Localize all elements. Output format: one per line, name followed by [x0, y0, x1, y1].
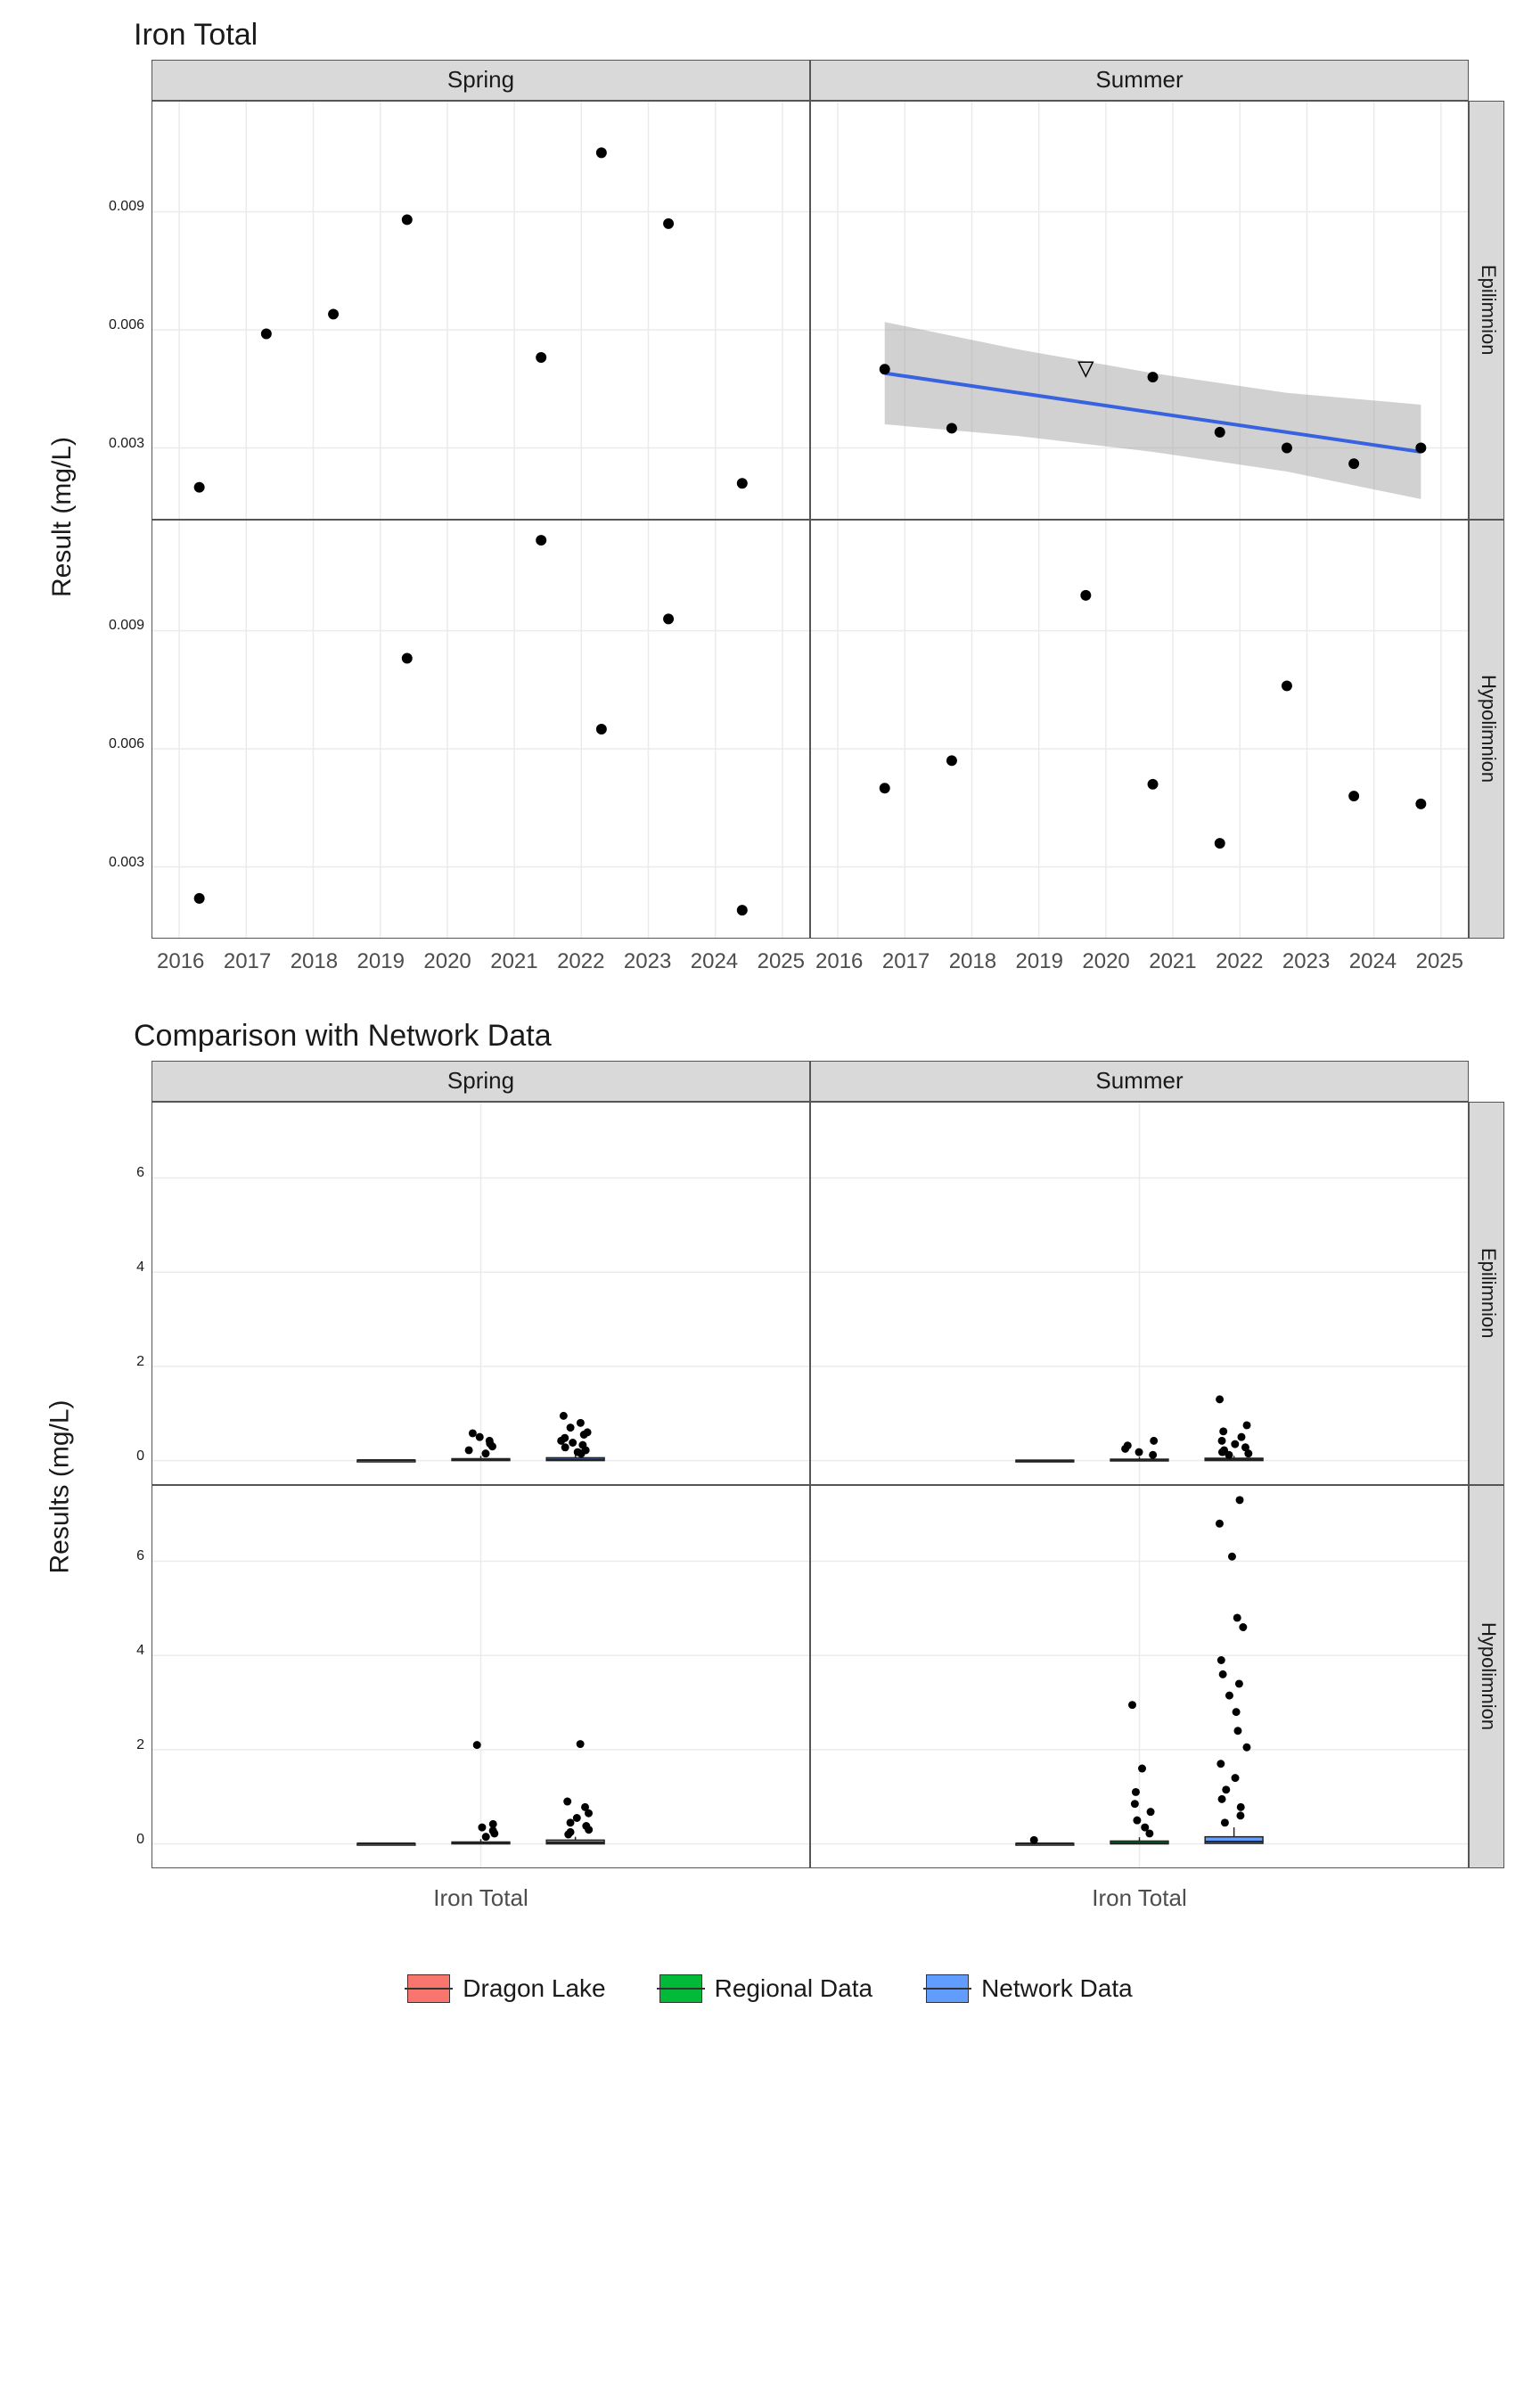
- chart1-panel-spring_hypo: [152, 520, 810, 939]
- chart2-xtick: Iron Total: [152, 1868, 810, 1912]
- chart2-colstrip: Summer: [810, 1061, 1469, 1102]
- chart2-title: Comparison with Network Data: [134, 1019, 1504, 1054]
- chart1-ytick: 0.006: [109, 317, 144, 333]
- chart2-ytick: 6: [136, 1165, 144, 1181]
- chart2-grid: SpringSummer 0 2 4 6 Epilimnion 0 2 4 6 Hypolimnio…: [80, 1061, 1504, 1912]
- chart2-shell: Results (mg/L) SpringSummer 0 2 4 6 Epilimnio…: [36, 1061, 1504, 1912]
- chart2-ytick: 0: [136, 1448, 144, 1465]
- chart1-rowstrip: Hypolimnion: [1469, 520, 1504, 939]
- legend-swatch: [926, 1974, 969, 2003]
- chart2-panel-summer_epi: [810, 1102, 1469, 1485]
- legend-label: Dragon Lake: [463, 1974, 605, 2003]
- chart2-panel-spring_epi: [152, 1102, 810, 1485]
- legend-label: Network Data: [981, 1974, 1133, 2003]
- chart1-ylabel: Result (mg/L): [47, 437, 78, 597]
- chart1-panel-spring_epi: [152, 101, 810, 520]
- chart2-rowstrip: Epilimnion: [1469, 1102, 1504, 1485]
- chart2-colstrip: Spring: [152, 1061, 810, 1102]
- chart1-ytick: 0.009: [109, 618, 144, 634]
- chart1-ytick: 0.009: [109, 199, 144, 215]
- chart1-rowstrip: Epilimnion: [1469, 101, 1504, 520]
- legend-item-network: Network Data: [926, 1974, 1133, 2003]
- chart2-ytick: 6: [136, 1548, 144, 1564]
- chart2-panel-summer_hypo: [810, 1485, 1469, 1868]
- chart1-panel-summer_epi: [810, 101, 1469, 520]
- legend-label: Regional Data: [715, 1974, 872, 2003]
- chart2-ytick: 2: [136, 1354, 144, 1370]
- chart1-grid: SpringSummer 0.003 0.006 0.009 Epilimnion 0.0…: [80, 60, 1504, 974]
- chart2-ytick: 2: [136, 1737, 144, 1753]
- legend-item-regional: Regional Data: [659, 1974, 872, 2003]
- chart1-shell: Result (mg/L) SpringSummer 0.003 0.006 0.00…: [36, 60, 1504, 974]
- chart2-xtick: Iron Total: [810, 1868, 1469, 1912]
- legend-swatch: [407, 1974, 450, 2003]
- chart2-rowstrip: Hypolimnion: [1469, 1485, 1504, 1868]
- chart1-colstrip: Summer: [810, 60, 1469, 101]
- chart1-xticks: 2016201720182019202020212022202320242025: [152, 939, 810, 974]
- chart1-panel-summer_hypo: [810, 520, 1469, 939]
- chart2-panel-spring_hypo: [152, 1485, 810, 1868]
- chart2-ytick: 4: [136, 1260, 144, 1276]
- legend-item-dragon: Dragon Lake: [407, 1974, 605, 2003]
- chart2-ytick: 0: [136, 1832, 144, 1848]
- chart2-ylabel: Results (mg/L): [45, 1399, 76, 1573]
- legend: Dragon Lake Regional Data Network Data: [36, 1974, 1504, 2003]
- chart2-ytick: 4: [136, 1643, 144, 1659]
- chart1-xticks: 2016201720182019202020212022202320242025: [810, 939, 1469, 974]
- chart1-ytick: 0.003: [109, 436, 144, 452]
- chart1-ytick: 0.006: [109, 736, 144, 752]
- chart1-title: Iron Total: [134, 18, 1504, 53]
- chart1-ytick: 0.003: [109, 855, 144, 871]
- legend-swatch: [659, 1974, 702, 2003]
- chart1-colstrip: Spring: [152, 60, 810, 101]
